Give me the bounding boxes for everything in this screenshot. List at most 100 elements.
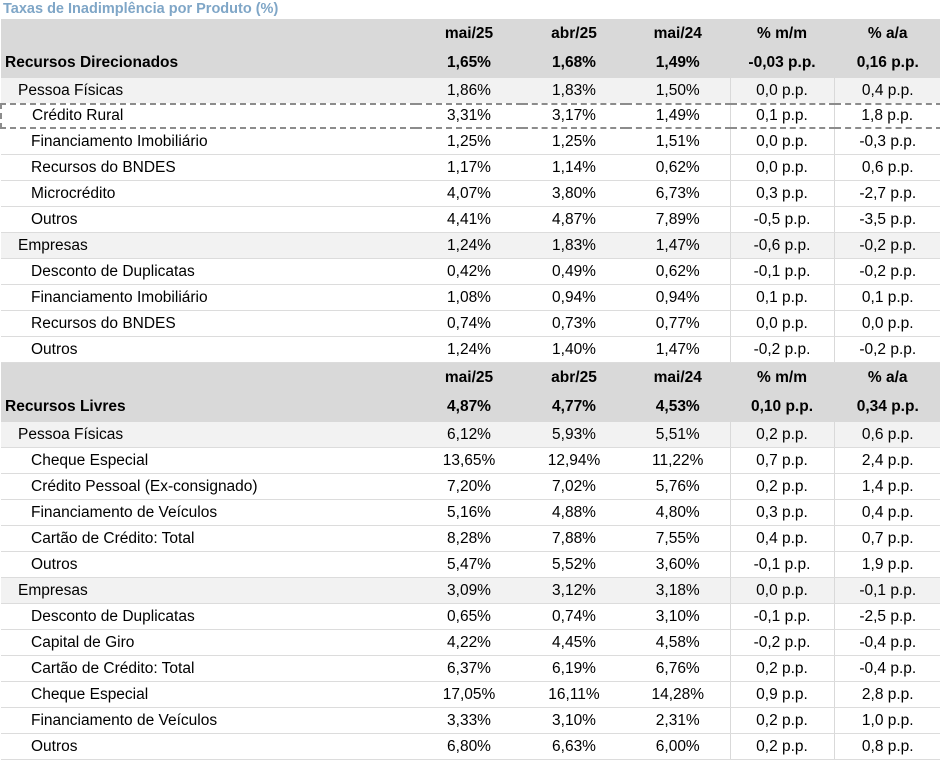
value-cell-mai24: 0,77% (626, 310, 731, 337)
column-header-mai25: mai/25 (416, 19, 522, 48)
value-cell-mai24: 0,94% (626, 284, 731, 311)
value-cell-mm: -0,6 p.p. (730, 232, 835, 259)
value-cell-mm: 0,0 p.p. (730, 310, 835, 337)
table-row: Financiamento de Veículos 3,33% 3,10% 2,31%… (1, 707, 940, 734)
value-cell-mm: 0,0 p.p. (730, 154, 835, 181)
value-cell-mai25: 0,42% (416, 258, 522, 285)
row-label: Microcrédito (1, 180, 416, 207)
value-cell-abr25: 0,49% (522, 258, 626, 285)
row-label: Cheque Especial (1, 681, 416, 708)
value-cell-mm: 0,1 p.p. (730, 284, 835, 311)
value-cell-abr25: 3,12% (522, 577, 626, 604)
value-cell-mai25: 1,24% (416, 232, 522, 259)
table-row: Outros 6,80% 6,63% 6,00% 0,2 p.p. 0,8 p.p. (1, 733, 940, 760)
value-cell-mai25: 0,74% (416, 310, 522, 337)
value-cell-abr25: 6,63% (522, 733, 626, 760)
value-cell-mm: 0,3 p.p. (730, 499, 835, 526)
value-cell-mai24: 14,28% (626, 681, 731, 708)
value-cell-mai24: 3,18% (626, 577, 731, 604)
column-header-abr25: abr/25 (522, 19, 626, 48)
value-cell-mai25: 4,22% (416, 629, 522, 656)
table-row: Cartão de Crédito: Total 6,37% 6,19% 6,76% 0… (1, 655, 940, 682)
table-row: Outros 5,47% 5,52% 3,60% -0,1 p.p. 1,9 p.p. (1, 551, 940, 578)
value-cell-mai25: 1,24% (416, 336, 522, 363)
row-label: Outros (1, 336, 416, 363)
row-label: Desconto de Duplicatas (1, 603, 416, 630)
value-cell-abr25: 5,52% (522, 551, 626, 578)
value-cell-mai24: 3,60% (626, 551, 731, 578)
value-cell-mm: 0,0 p.p. (730, 128, 835, 155)
value-cell-mm: 0,4 p.p. (730, 525, 835, 552)
value-cell-abr25: 0,73% (522, 310, 626, 337)
value-cell-aa: 1,8 p.p. (834, 103, 940, 129)
value-cell-mai24: 1,47% (626, 232, 731, 259)
column-header-aa: % a/a (834, 19, 940, 48)
table-row: Desconto de Duplicatas 0,42% 0,49% 0,62% -0,… (1, 258, 940, 285)
value-cell-mai24: 1,50% (626, 78, 731, 105)
row-label: Financiamento Imobiliário (1, 284, 416, 311)
row-label: Financiamento de Veículos (1, 499, 416, 526)
value-cell-aa: 1,9 p.p. (834, 551, 940, 578)
header-label-cell (1, 362, 416, 392)
table-body: mai/25 abr/25 mai/24% m/m% a/a Recursos Dir… (0, 19, 940, 760)
value-cell-aa: 0,4 p.p. (834, 78, 940, 105)
value-cell-mm: 0,2 p.p. (730, 733, 835, 760)
header-row: mai/25 abr/25 mai/24% m/m% a/a (1, 362, 940, 392)
value-cell-mai24: 1,47% (626, 336, 731, 363)
value-cell-mai24: 3,10% (626, 603, 731, 630)
value-cell-abr25: 0,74% (522, 603, 626, 630)
value-cell-mai24: 0,62% (626, 154, 731, 181)
value-cell-mm: -0,1 p.p. (730, 603, 835, 630)
table-row: Financiamento Imobiliário 1,08% 0,94% 0,94%… (1, 284, 940, 311)
value-cell-aa: 1,4 p.p. (834, 473, 940, 500)
table-row: Cheque Especial 17,05% 16,11% 14,28% 0,9 p.p… (1, 681, 940, 708)
value-cell-mai24: 6,00% (626, 733, 731, 760)
value-cell-mai24: 5,76% (626, 473, 731, 500)
value-cell-aa: 0,6 p.p. (834, 154, 940, 181)
group-row: Pessoa Físicas 1,86% 1,83% 1,50% 0,0 p.p. 0,4… (1, 78, 940, 105)
value-cell-abr25: 1,68% (522, 48, 626, 78)
value-cell-abr25: 16,11% (522, 681, 626, 708)
value-cell-mai25: 8,28% (416, 525, 522, 552)
value-cell-mai25: 0,65% (416, 603, 522, 630)
row-label: Recursos do BNDES (1, 154, 416, 181)
section-row: Recursos Direcionados 1,65% 1,68% 1,49% -0,0… (1, 48, 940, 78)
value-cell-mm: -0,2 p.p. (730, 629, 835, 656)
value-cell-mai25: 5,47% (416, 551, 522, 578)
column-header-mai24: mai/24 (626, 362, 731, 392)
value-cell-aa: 0,1 p.p. (834, 284, 940, 311)
value-cell-mm: 0,2 p.p. (730, 473, 835, 500)
row-label: Recursos Livres (1, 392, 416, 422)
value-cell-mm: -0,2 p.p. (730, 336, 835, 363)
table-row: Crédito Rural 3,31% 3,17% 1,49% 0,1 p.p. 1,8 … (0, 103, 940, 129)
value-cell-mm: 0,2 p.p. (730, 655, 835, 682)
value-cell-aa: 0,4 p.p. (834, 499, 940, 526)
value-cell-aa: -3,5 p.p. (834, 206, 940, 233)
value-cell-mai24: 6,76% (626, 655, 731, 682)
value-cell-mai25: 4,07% (416, 180, 522, 207)
table-row: Financiamento de Veículos 5,16% 4,88% 4,80%… (1, 499, 940, 526)
table-row: Financiamento Imobiliário 1,25% 1,25% 1,51%… (1, 128, 940, 155)
value-cell-mai25: 3,33% (416, 707, 522, 734)
value-cell-mai25: 1,17% (416, 154, 522, 181)
value-cell-aa: -0,1 p.p. (834, 577, 940, 604)
value-cell-mm: 0,0 p.p. (730, 78, 835, 105)
table-title: Taxas de Inadimplência por Produto (%) (3, 1, 279, 17)
value-cell-mai25: 1,25% (416, 128, 522, 155)
row-label: Crédito Pessoal (Ex-consignado) (1, 473, 416, 500)
table-row: Cheque Especial 13,65% 12,94% 11,22% 0,7 p.p… (1, 447, 940, 474)
value-cell-mm: 0,3 p.p. (730, 180, 835, 207)
value-cell-abr25: 4,88% (522, 499, 626, 526)
row-label: Desconto de Duplicatas (1, 258, 416, 285)
row-label: Outros (1, 551, 416, 578)
value-cell-mai24: 0,62% (626, 258, 731, 285)
value-cell-mm: 0,2 p.p. (730, 707, 835, 734)
value-cell-mai24: 1,51% (626, 128, 731, 155)
row-label: Cartão de Crédito: Total (1, 655, 416, 682)
value-cell-aa: 1,0 p.p. (834, 707, 940, 734)
column-header-mai25: mai/25 (416, 362, 522, 392)
value-cell-mm: -0,1 p.p. (730, 258, 835, 285)
column-header-mai24: mai/24 (626, 19, 731, 48)
section-row: Recursos Livres 4,87% 4,77% 4,53% 0,10 p.p. 0… (1, 392, 940, 422)
column-header-mm: % m/m (730, 362, 835, 392)
